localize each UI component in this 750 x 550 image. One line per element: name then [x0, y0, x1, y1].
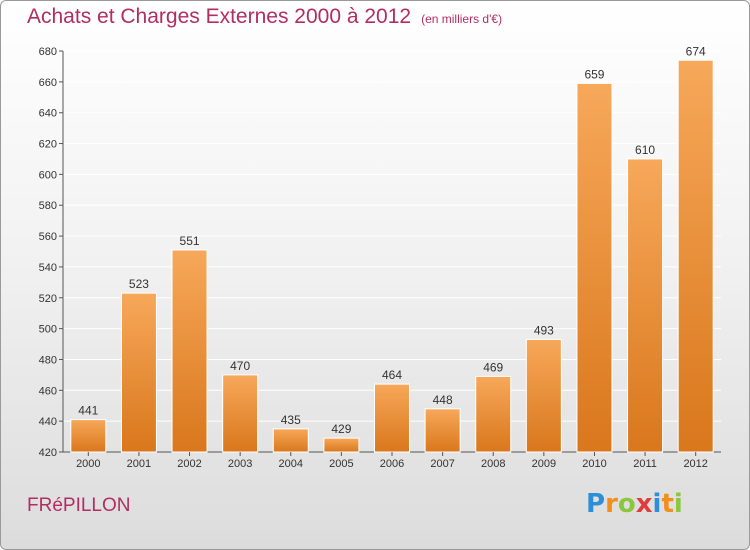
x-tick-label: 2005 — [329, 458, 353, 470]
y-tick-label: 560 — [39, 231, 57, 243]
bar — [171, 249, 208, 453]
y-tick-label: 520 — [39, 293, 57, 305]
y-tick-label: 420 — [39, 447, 57, 459]
logo-letter: t — [661, 489, 674, 519]
y-tick-label: 680 — [39, 46, 57, 58]
bar — [677, 59, 714, 453]
bar-value-label: 435 — [281, 413, 301, 427]
y-tick-label: 440 — [39, 416, 57, 428]
bar — [374, 383, 410, 453]
bar-value-label: 464 — [382, 368, 402, 382]
bar — [272, 428, 309, 453]
x-tick-label: 2010 — [582, 458, 606, 470]
x-tick-label: 2002 — [177, 458, 201, 470]
bar — [70, 419, 107, 453]
bar-value-label: 551 — [180, 234, 200, 248]
y-tick-label: 580 — [39, 200, 57, 212]
bar-value-label: 493 — [534, 323, 554, 337]
x-tick-label: 2006 — [380, 458, 404, 470]
logo-letter: i — [652, 489, 662, 519]
chart-title: Achats et Charges Externes 2000 à 2012 (e… — [27, 5, 502, 29]
bar-value-label: 448 — [433, 393, 453, 407]
bar — [120, 292, 157, 453]
y-tick-label: 660 — [39, 77, 57, 89]
x-tick-label: 2012 — [683, 458, 707, 470]
bar — [222, 374, 259, 453]
proxiti-logo: Proxiti — [586, 489, 683, 519]
y-tick-label: 500 — [39, 324, 57, 336]
x-tick-label: 2011 — [633, 458, 657, 470]
logo-letter: o — [617, 489, 636, 519]
bar-value-label: 429 — [331, 422, 351, 436]
y-tick-label: 620 — [39, 139, 57, 151]
bar — [525, 338, 562, 453]
bar-value-label: 470 — [230, 359, 250, 373]
bar — [627, 158, 664, 453]
logo-letter: r — [605, 489, 618, 519]
x-tick-label: 2000 — [76, 458, 100, 470]
chart-subtitle: (en milliers d'€) — [421, 12, 503, 26]
y-tick-label: 540 — [39, 262, 57, 274]
bar — [475, 375, 512, 453]
y-tick-label: 640 — [39, 108, 57, 120]
y-tick-label: 600 — [39, 169, 57, 181]
bar-value-label: 674 — [686, 44, 706, 58]
x-tick-label: 2008 — [481, 458, 505, 470]
logo-letter: i — [673, 489, 683, 519]
chart-title-text: Achats et Charges Externes 2000 à 2012 — [27, 5, 412, 28]
logo-letter: P — [586, 489, 606, 519]
x-tick-label: 2001 — [127, 458, 151, 470]
logo-letter: x — [635, 489, 653, 519]
bar-value-label: 610 — [635, 143, 655, 157]
bar — [424, 408, 461, 453]
bar-value-label: 469 — [483, 360, 503, 374]
x-tick-label: 2009 — [532, 458, 556, 470]
bar-value-label: 523 — [129, 277, 149, 291]
place-name: FRéPILLON — [27, 495, 131, 516]
x-tick-label: 2003 — [228, 458, 252, 470]
bar-value-label: 441 — [78, 404, 98, 418]
y-tick-label: 480 — [39, 354, 57, 366]
y-tick-label: 460 — [39, 385, 57, 397]
bar — [576, 82, 613, 453]
bar-value-label: 659 — [584, 67, 604, 81]
x-tick-label: 2007 — [430, 458, 454, 470]
bar — [323, 437, 360, 453]
x-tick-label: 2004 — [279, 458, 303, 470]
